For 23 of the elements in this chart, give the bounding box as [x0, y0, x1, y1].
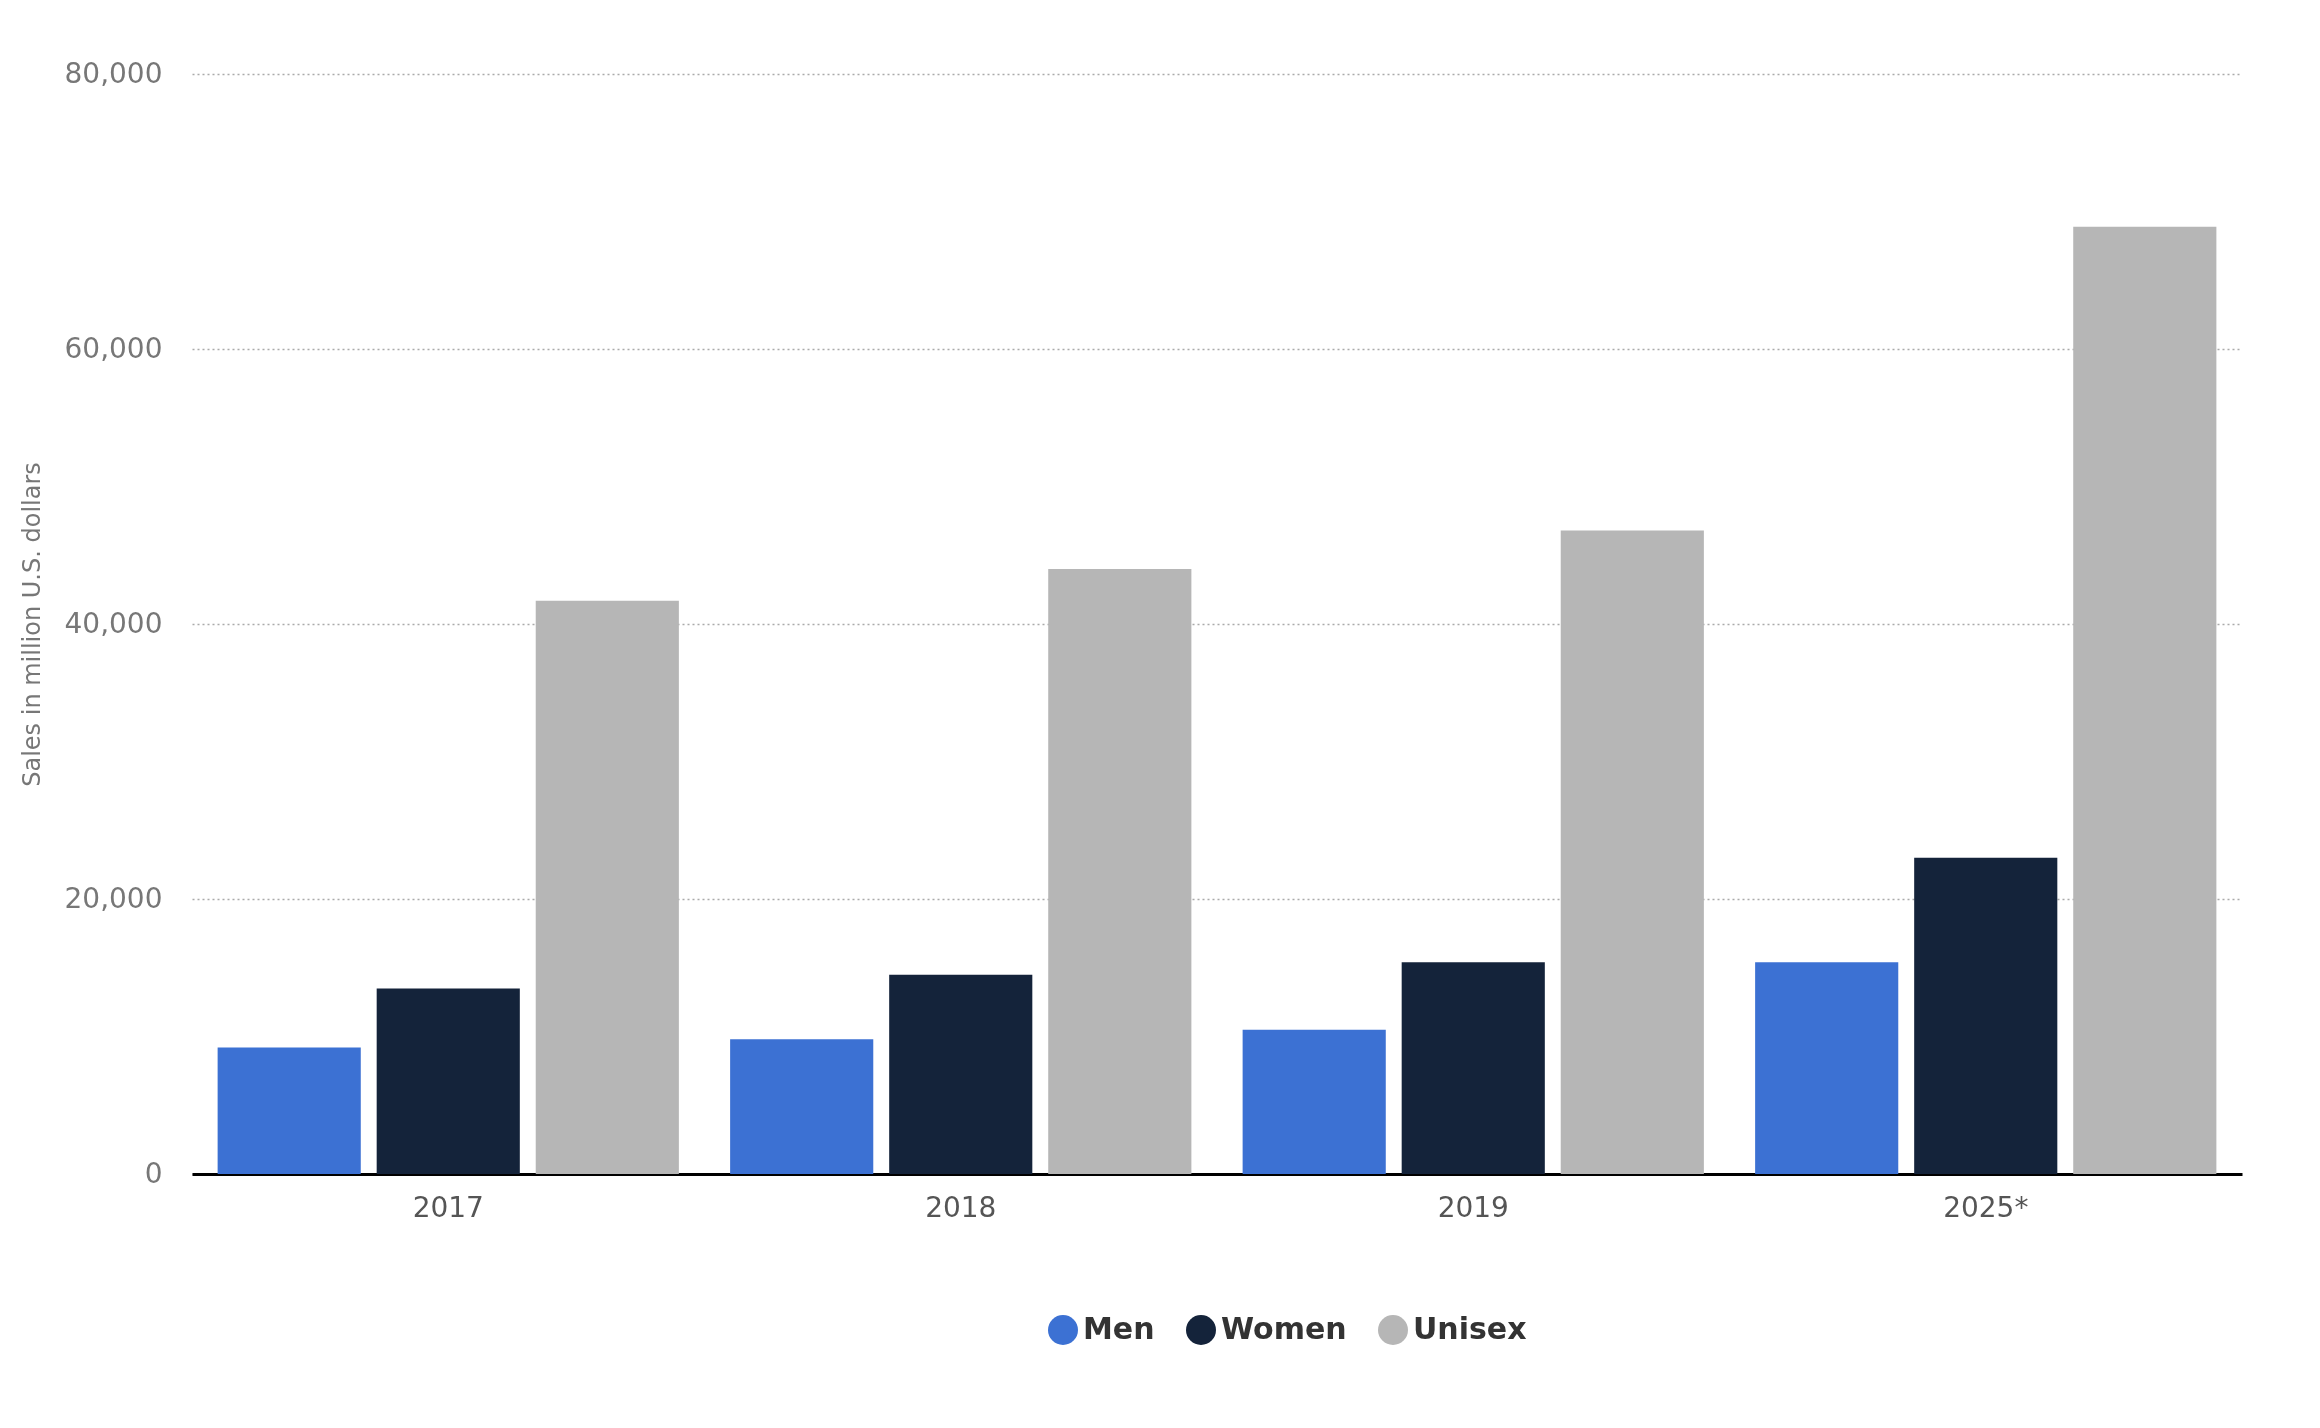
bar: [1242, 1029, 1386, 1174]
bar: [376, 988, 520, 1174]
bar: [730, 1039, 874, 1174]
x-tick-label: 2018: [925, 1190, 997, 1224]
y-tick-label: 20,000: [64, 881, 163, 915]
y-tick-label: 80,000: [64, 56, 163, 90]
y-tick-label: 40,000: [64, 606, 163, 640]
legend-label: Unisex: [1413, 1311, 1527, 1346]
y-tick-label: 60,000: [64, 331, 163, 365]
bar: [1048, 569, 1192, 1174]
bar: [889, 974, 1033, 1174]
bar: [217, 1047, 361, 1174]
legend-label: Women: [1221, 1311, 1347, 1346]
x-tick-label: 2019: [1437, 1190, 1509, 1224]
bar: [2073, 226, 2217, 1174]
x-tick-label: 2025*: [1943, 1190, 2029, 1224]
y-tick-label: 0: [144, 1156, 163, 1190]
bar: [1755, 962, 1899, 1174]
bar: [1401, 962, 1545, 1174]
bar: [1914, 857, 2058, 1174]
x-tick-label: 2017: [412, 1190, 484, 1224]
legend-label: Men: [1083, 1311, 1155, 1346]
y-axis-title: Sales in million U.S. dollars: [17, 462, 46, 787]
